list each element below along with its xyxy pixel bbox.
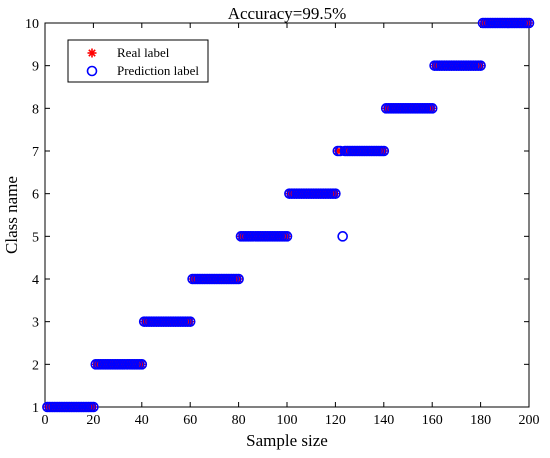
y-tick-label: 3	[32, 316, 39, 331]
y-tick-label: 4	[32, 273, 39, 288]
prediction-label-point	[330, 188, 341, 199]
prediction-label-point	[136, 359, 148, 370]
prediction-label-point	[233, 273, 244, 285]
x-tick-label: 140	[373, 413, 394, 428]
x-tick-label: 160	[422, 413, 443, 428]
prediction-label-point	[378, 145, 390, 157]
legend-prediction-label: Prediction label	[117, 63, 199, 78]
x-axis-ticks: 0 20 40 60 80 100 120 140 160 180 200	[42, 23, 540, 428]
prediction-label-point	[523, 17, 535, 29]
prediction-label-point	[426, 103, 438, 114]
y-tick-label: 6	[32, 188, 39, 203]
x-axis-title: Sample size	[246, 431, 328, 450]
y-tick-label: 9	[32, 60, 39, 75]
y-tick-label: 1	[32, 401, 39, 416]
y-tick-label: 5	[32, 230, 39, 245]
x-tick-label: 40	[135, 413, 149, 428]
legend-real-marker	[87, 48, 97, 58]
prediction-label-point	[88, 401, 99, 413]
y-axis-title: Class name	[2, 176, 21, 254]
x-tick-label: 180	[470, 413, 491, 428]
y-axis-ticks: 1 2 3 4 5 6 7 8 9 10	[25, 17, 529, 416]
chart-title: Accuracy=99.5%	[228, 4, 347, 23]
x-tick-label: 60	[183, 413, 197, 428]
prediction-label-point	[475, 60, 486, 71]
y-tick-label: 2	[32, 358, 39, 373]
y-tick-label: 8	[32, 102, 39, 117]
legend-real-label: Real label	[117, 45, 170, 60]
x-tick-label: 100	[277, 413, 298, 428]
prediction-label-point	[184, 316, 196, 327]
legend-prediction-marker	[86, 65, 98, 77]
y-tick-label: 10	[25, 17, 39, 32]
x-tick-label: 20	[86, 413, 100, 428]
prediction-label-series	[42, 17, 535, 413]
prediction-label-point	[337, 231, 348, 242]
x-tick-label: 200	[519, 413, 540, 428]
y-tick-label: 7	[32, 145, 39, 160]
legend: Real label Prediction label	[67, 39, 209, 83]
x-tick-label: 80	[232, 413, 246, 428]
x-tick-label: 120	[325, 413, 346, 428]
x-tick-label: 0	[42, 413, 49, 428]
prediction-label-point	[281, 231, 293, 242]
